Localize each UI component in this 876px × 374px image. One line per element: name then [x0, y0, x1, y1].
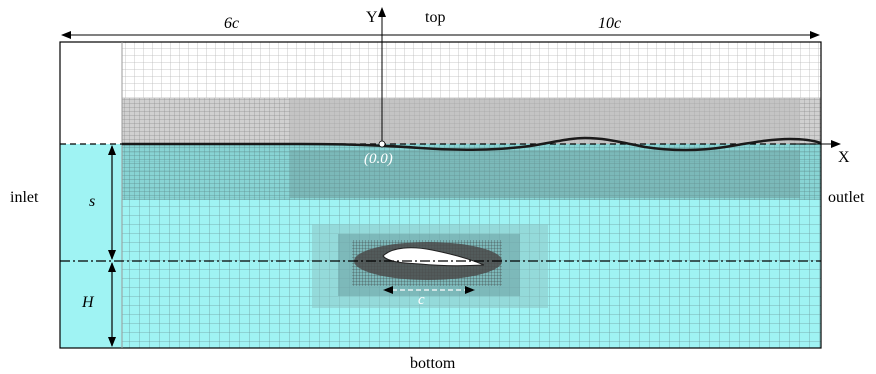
top-label: top [425, 9, 445, 26]
origin-label: (0.0) [364, 151, 393, 167]
origin-point [378, 140, 386, 148]
water-refined-block [290, 150, 800, 198]
x-axis-label: X [838, 149, 850, 166]
free-surface-wave [122, 136, 822, 152]
inlet-label: inlet [10, 189, 39, 206]
left-length-label: 6c [224, 15, 239, 32]
y-axis-label: Y [366, 9, 378, 26]
depth-label: H [81, 294, 95, 311]
submergence-label: s [89, 193, 95, 210]
air-refined-block [290, 98, 800, 144]
domain-border [59, 41, 822, 349]
bottom-label: bottom [410, 355, 456, 372]
right-length-label: 10c [598, 15, 621, 32]
chord-label: c [418, 292, 425, 308]
water-free-surface-zone-grid [122, 144, 821, 200]
outlet-label: outlet [828, 189, 865, 206]
